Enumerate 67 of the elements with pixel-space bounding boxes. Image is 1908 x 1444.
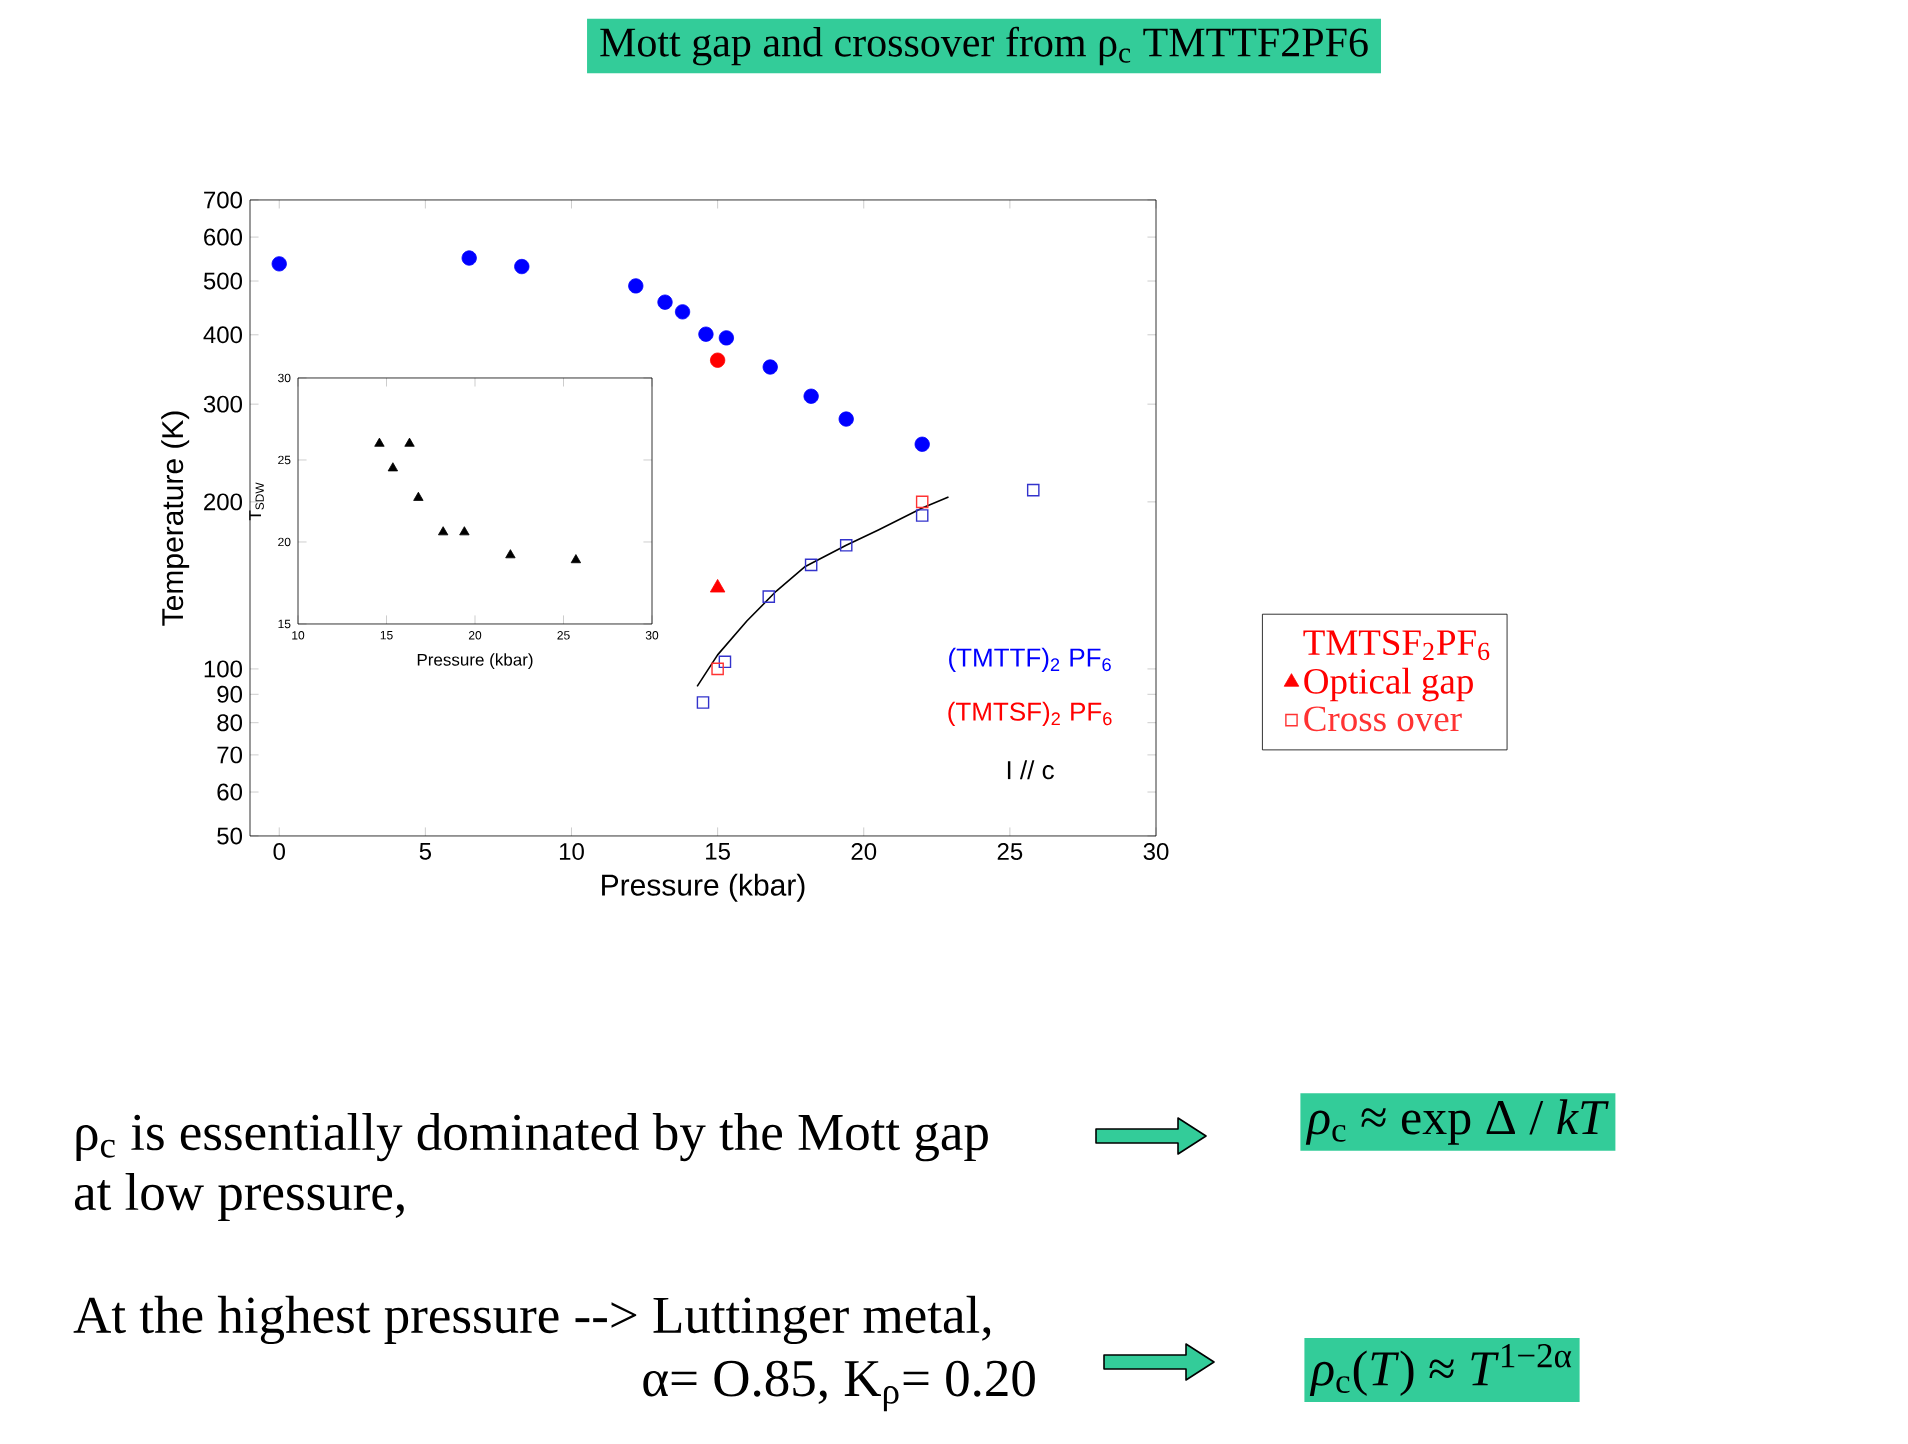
y-tick-label: 500 <box>203 272 243 290</box>
point <box>718 330 734 346</box>
point <box>514 258 530 275</box>
point <box>915 495 929 509</box>
text: ρ$_{c}$ ≈ exp Δ / kT <box>1305 1099 1609 1145</box>
text: ρ$_{c}$(T) ≈ T$^{1−2α}$ <box>1309 1344 1572 1396</box>
point <box>674 304 691 320</box>
y-tick-label: 90 <box>217 685 243 703</box>
point <box>657 294 673 310</box>
point <box>438 526 449 536</box>
annotation: I // c <box>1007 760 1054 780</box>
point <box>718 655 732 669</box>
x-tick-label: 5 <box>419 843 432 860</box>
point <box>709 579 726 593</box>
y-axis-title: T$_{SDW}$ <box>249 482 264 521</box>
y-tick-label: 70 <box>217 746 243 764</box>
y-tick-label: 60 <box>217 783 243 801</box>
x-tick-label: 30 <box>1143 843 1169 860</box>
point <box>461 250 477 266</box>
text: ρ$_{c}$ is essentially dominated by the Mott gap at low pressure, <box>74 1113 988 1222</box>
x-tick-label: 15 <box>706 843 730 860</box>
point <box>387 462 399 472</box>
point <box>505 549 516 559</box>
text: α= O.85, K$_{ρ}$= 0.20 <box>643 1360 1035 1412</box>
x-tick-label: 20 <box>851 843 877 860</box>
y-tick-label: 50 <box>217 827 243 845</box>
y-tick-label: 100 <box>204 660 243 678</box>
point <box>804 558 818 572</box>
point <box>404 437 415 447</box>
point <box>762 359 778 375</box>
annotation: (TMTSF)$_{2}$ PF$_{6}$ <box>948 701 1112 726</box>
point <box>696 696 710 709</box>
chart-title: Mott gap and crossover from ρ$_{c}$ TMTTF2PF6 <box>600 26 1368 66</box>
point <box>459 526 470 536</box>
point <box>762 590 776 603</box>
y-tick-label: 600 <box>204 228 243 246</box>
x-tick-label: 0 <box>273 843 285 860</box>
point <box>803 388 819 404</box>
point <box>1026 483 1040 497</box>
x-tick-label: 10 <box>559 843 584 860</box>
y-tick-label: 300 <box>203 395 243 413</box>
point <box>374 437 385 447</box>
line-series <box>696 496 950 688</box>
point <box>914 436 930 452</box>
x-axis-title: Pressure (kbar) <box>602 873 805 902</box>
point <box>710 352 726 368</box>
point <box>839 539 853 552</box>
point <box>271 256 287 272</box>
legend-label: Optical gap <box>1304 667 1473 702</box>
point <box>570 554 582 564</box>
point <box>915 509 929 522</box>
point <box>628 278 644 294</box>
point <box>698 326 714 342</box>
point <box>838 411 854 427</box>
x-tick-label: 25 <box>997 843 1023 860</box>
y-tick-label: 400 <box>203 326 243 344</box>
y-tick-label: 700 <box>204 191 243 209</box>
text: At the highest pressure --> Luttinger metal, <box>73 1295 991 1345</box>
y-tick-label: 80 <box>217 714 243 732</box>
x-axis-title: Pressure (kbar) <box>417 653 533 670</box>
y-tick-label: 200 <box>204 493 243 511</box>
point <box>413 491 424 501</box>
annotation: (TMTTF)$_{2}$ PF$_{6}$ <box>949 647 1111 672</box>
legend-label: Cross over <box>1304 706 1462 732</box>
legend-title: TMTSF$_{2}$PF$_{6}$ <box>1303 630 1490 661</box>
y-axis-title: Temperature (K) <box>161 411 190 626</box>
point <box>711 662 724 676</box>
